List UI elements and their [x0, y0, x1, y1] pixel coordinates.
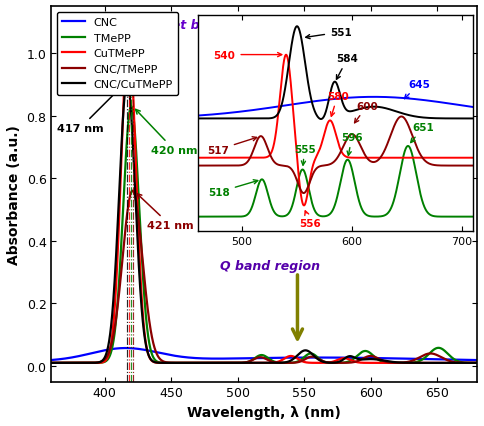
TMePP [128, 104, 134, 109]
CNC/TMePP [118, 274, 124, 279]
CNC/TMePP [92, 360, 98, 366]
CNC [123, 345, 129, 351]
Text: 418 nm: 418 nm [91, 39, 138, 93]
TMePP [118, 250, 124, 255]
CNC/TMePP [130, 189, 136, 194]
CNC/CuTMePP [118, 156, 124, 161]
Y-axis label: Absorbance (a.u.): Absorbance (a.u.) [7, 124, 21, 264]
CuTMePP [126, 32, 132, 37]
CuTMePP [118, 172, 124, 177]
CNC/CuTMePP [210, 360, 216, 366]
CNC [92, 350, 98, 355]
CNC/TMePP [472, 360, 478, 366]
CNC/TMePP [229, 360, 235, 366]
TMePP [229, 360, 235, 366]
TMePP [472, 360, 478, 366]
Line: CNC/CuTMePP: CNC/CuTMePP [45, 82, 484, 363]
TMePP [92, 360, 98, 366]
CuTMePP [229, 360, 235, 366]
CNC [118, 346, 124, 351]
CNC [472, 358, 478, 363]
CNC/CuTMePP [42, 360, 47, 366]
TMePP [42, 360, 47, 366]
Text: Soret band: Soret band [149, 19, 227, 32]
TMePP [481, 360, 484, 366]
Line: CNC: CNC [45, 348, 484, 360]
CNC/CuTMePP [124, 79, 130, 84]
CNC/CuTMePP [229, 360, 235, 366]
CuTMePP [42, 360, 47, 366]
CuTMePP [472, 360, 478, 366]
CNC/TMePP [425, 351, 431, 357]
TMePP [210, 360, 216, 366]
Text: 421 nm: 421 nm [137, 194, 194, 231]
CNC [42, 358, 47, 363]
Legend: CNC, TMePP, CuTMePP, CNC/TMePP, CNC/CuTMePP: CNC, TMePP, CuTMePP, CNC/TMePP, CNC/CuTM… [57, 12, 179, 95]
CuTMePP [210, 360, 216, 366]
Line: CNC/TMePP: CNC/TMePP [45, 191, 484, 363]
CNC [229, 356, 235, 361]
X-axis label: Wavelength, λ (nm): Wavelength, λ (nm) [187, 405, 341, 419]
CNC/CuTMePP [425, 360, 431, 366]
CuTMePP [425, 360, 431, 366]
CuTMePP [481, 360, 484, 366]
Text: 420 nm: 420 nm [136, 110, 197, 156]
CNC/TMePP [210, 360, 216, 366]
CNC/TMePP [42, 360, 47, 366]
CuTMePP [92, 360, 98, 366]
CNC [210, 356, 216, 361]
Line: CuTMePP: CuTMePP [45, 35, 484, 363]
CNC [425, 357, 431, 362]
CNC/CuTMePP [92, 360, 98, 366]
CNC/CuTMePP [481, 360, 484, 366]
CNC [481, 358, 484, 363]
CNC/TMePP [481, 360, 484, 366]
Text: 417 nm: 417 nm [57, 85, 124, 134]
CNC/CuTMePP [472, 360, 478, 366]
TMePP [425, 353, 431, 358]
Line: TMePP: TMePP [45, 107, 484, 363]
Text: Q band region: Q band region [220, 259, 320, 272]
